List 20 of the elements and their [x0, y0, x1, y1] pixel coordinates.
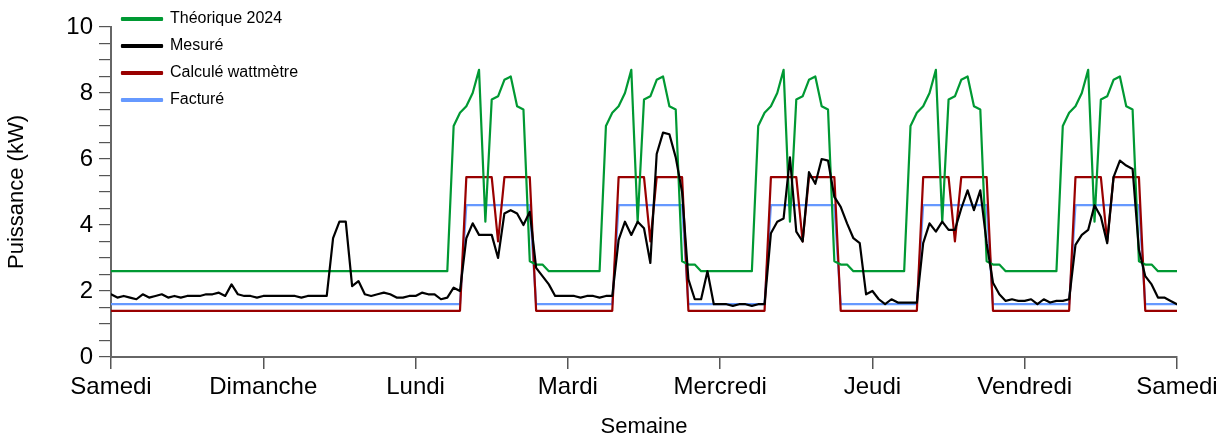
y-tick-label: 6 — [79, 143, 93, 171]
legend-label: Théorique 2024 — [170, 9, 283, 27]
y-tick-label: 8 — [79, 77, 93, 105]
y-tick-label: 0 — [79, 341, 93, 369]
x-tick-label: Mardi — [537, 372, 598, 400]
x-tick-label: Vendredi — [977, 372, 1073, 400]
x-tick-label: Jeudi — [843, 372, 902, 400]
y-axis-title: Puissance (kW) — [3, 114, 29, 270]
y-tick-label: 2 — [79, 275, 93, 303]
x-tick-label: Dimanche — [209, 372, 318, 400]
x-tick-label: Lundi — [386, 372, 445, 400]
legend-label: Calculé wattmètre — [170, 63, 299, 81]
legend-label: Mesuré — [170, 36, 224, 54]
x-tick-label: Samedi — [1136, 372, 1218, 400]
x-axis-title: Semaine — [600, 412, 688, 438]
x-tick-label: Samedi — [70, 372, 152, 400]
legend-label: Facturé — [170, 90, 225, 108]
y-tick-label: 10 — [66, 11, 93, 39]
x-tick-label: Mercredi — [673, 372, 767, 400]
y-tick-label: 4 — [79, 209, 93, 237]
